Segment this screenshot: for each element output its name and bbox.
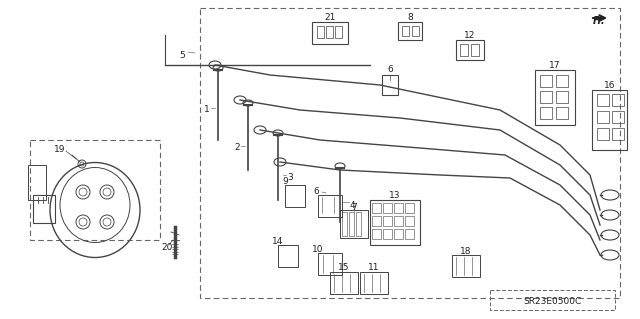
- Text: 8: 8: [407, 13, 413, 23]
- Text: 21: 21: [324, 13, 336, 23]
- Text: 6: 6: [387, 65, 393, 75]
- Text: 17: 17: [549, 61, 561, 70]
- Text: 2: 2: [234, 144, 240, 152]
- Text: 15: 15: [339, 263, 349, 272]
- Text: 16: 16: [604, 81, 616, 91]
- Text: 4: 4: [349, 201, 355, 210]
- Text: 11: 11: [368, 263, 380, 272]
- Text: 20: 20: [161, 243, 173, 253]
- Text: 3: 3: [287, 174, 293, 182]
- Text: 13: 13: [389, 191, 401, 201]
- Text: 19: 19: [54, 145, 66, 154]
- Text: 6: 6: [313, 187, 319, 196]
- Text: 5: 5: [179, 50, 185, 60]
- Text: 10: 10: [312, 244, 324, 254]
- Text: 9: 9: [282, 176, 288, 186]
- Text: SR23E0500C: SR23E0500C: [524, 298, 582, 307]
- Text: 14: 14: [272, 236, 284, 246]
- Text: 1: 1: [204, 106, 210, 115]
- Text: 12: 12: [464, 32, 476, 41]
- Text: 7: 7: [351, 203, 357, 211]
- Text: 18: 18: [460, 247, 472, 256]
- Text: Fr.: Fr.: [593, 16, 605, 26]
